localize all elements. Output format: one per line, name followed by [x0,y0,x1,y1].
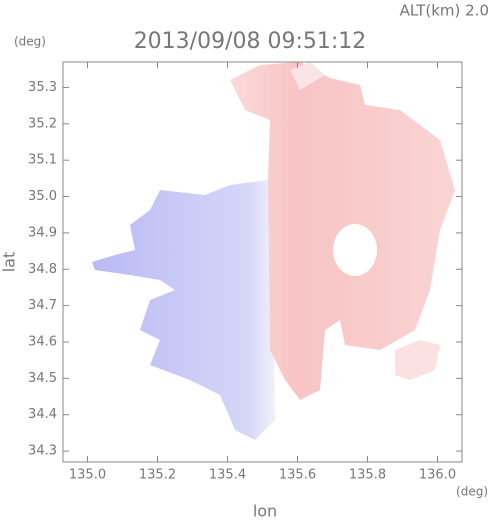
y-tick-label: 34.7 [28,298,57,313]
x-tick-label: 136.0 [419,468,456,483]
y-unit: (deg) [14,35,46,49]
x-unit: (deg) [456,485,488,499]
x-tick-label: 135.4 [209,468,246,483]
x-axis-label: lon [253,502,277,521]
y-tick-label: 34.5 [28,371,57,386]
subtitle: ALT(km) 2.0 [400,2,489,20]
y-tick-label: 34.6 [28,335,57,350]
y-tick-label: 34.8 [28,262,57,277]
y-axis-label: lat [0,252,19,273]
x-tick-label: 135.8 [349,468,386,483]
y-tick-label: 34.9 [28,225,57,240]
x-tick-label: 135.2 [139,468,176,483]
axes: 135.0 135.2 135.4 135.6 135.8 136.0 34.3 34.4 34… [28,62,462,483]
y-tick-label: 35.1 [28,153,57,168]
y-tick-label: 35.2 [28,116,57,131]
chart-title: 2013/09/08 09:51:12 [134,29,367,54]
y-tick-label: 34.4 [28,407,57,422]
plot-frame [62,61,463,463]
velocity-field [92,62,455,440]
y-tick-label: 35.3 [28,80,57,95]
y-tick-label: 35.0 [28,189,57,204]
y-tick-label: 34.3 [28,444,57,459]
x-tick-label: 135.0 [69,468,106,483]
x-tick-label: 135.6 [279,468,316,483]
